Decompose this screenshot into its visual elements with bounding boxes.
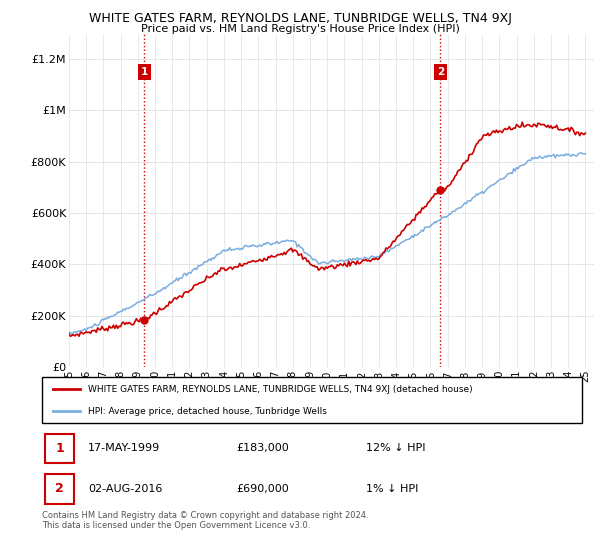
- Text: 1% ↓ HPI: 1% ↓ HPI: [366, 484, 418, 494]
- Text: 1: 1: [55, 442, 64, 455]
- Text: HPI: Average price, detached house, Tunbridge Wells: HPI: Average price, detached house, Tunb…: [88, 407, 327, 416]
- FancyBboxPatch shape: [45, 433, 74, 463]
- Text: 12% ↓ HPI: 12% ↓ HPI: [366, 444, 425, 454]
- FancyBboxPatch shape: [45, 474, 74, 503]
- Text: Price paid vs. HM Land Registry's House Price Index (HPI): Price paid vs. HM Land Registry's House …: [140, 24, 460, 34]
- Text: £183,000: £183,000: [236, 444, 289, 454]
- Text: 02-AUG-2016: 02-AUG-2016: [88, 484, 162, 494]
- Text: 2: 2: [55, 482, 64, 496]
- Text: WHITE GATES FARM, REYNOLDS LANE, TUNBRIDGE WELLS, TN4 9XJ: WHITE GATES FARM, REYNOLDS LANE, TUNBRID…: [89, 12, 511, 25]
- Text: Contains HM Land Registry data © Crown copyright and database right 2024.
This d: Contains HM Land Registry data © Crown c…: [42, 511, 368, 530]
- Text: 2: 2: [437, 67, 444, 77]
- Text: 17-MAY-1999: 17-MAY-1999: [88, 444, 160, 454]
- FancyBboxPatch shape: [42, 377, 582, 423]
- Text: 1: 1: [141, 67, 148, 77]
- Text: WHITE GATES FARM, REYNOLDS LANE, TUNBRIDGE WELLS, TN4 9XJ (detached house): WHITE GATES FARM, REYNOLDS LANE, TUNBRID…: [88, 385, 473, 394]
- Text: £690,000: £690,000: [236, 484, 289, 494]
